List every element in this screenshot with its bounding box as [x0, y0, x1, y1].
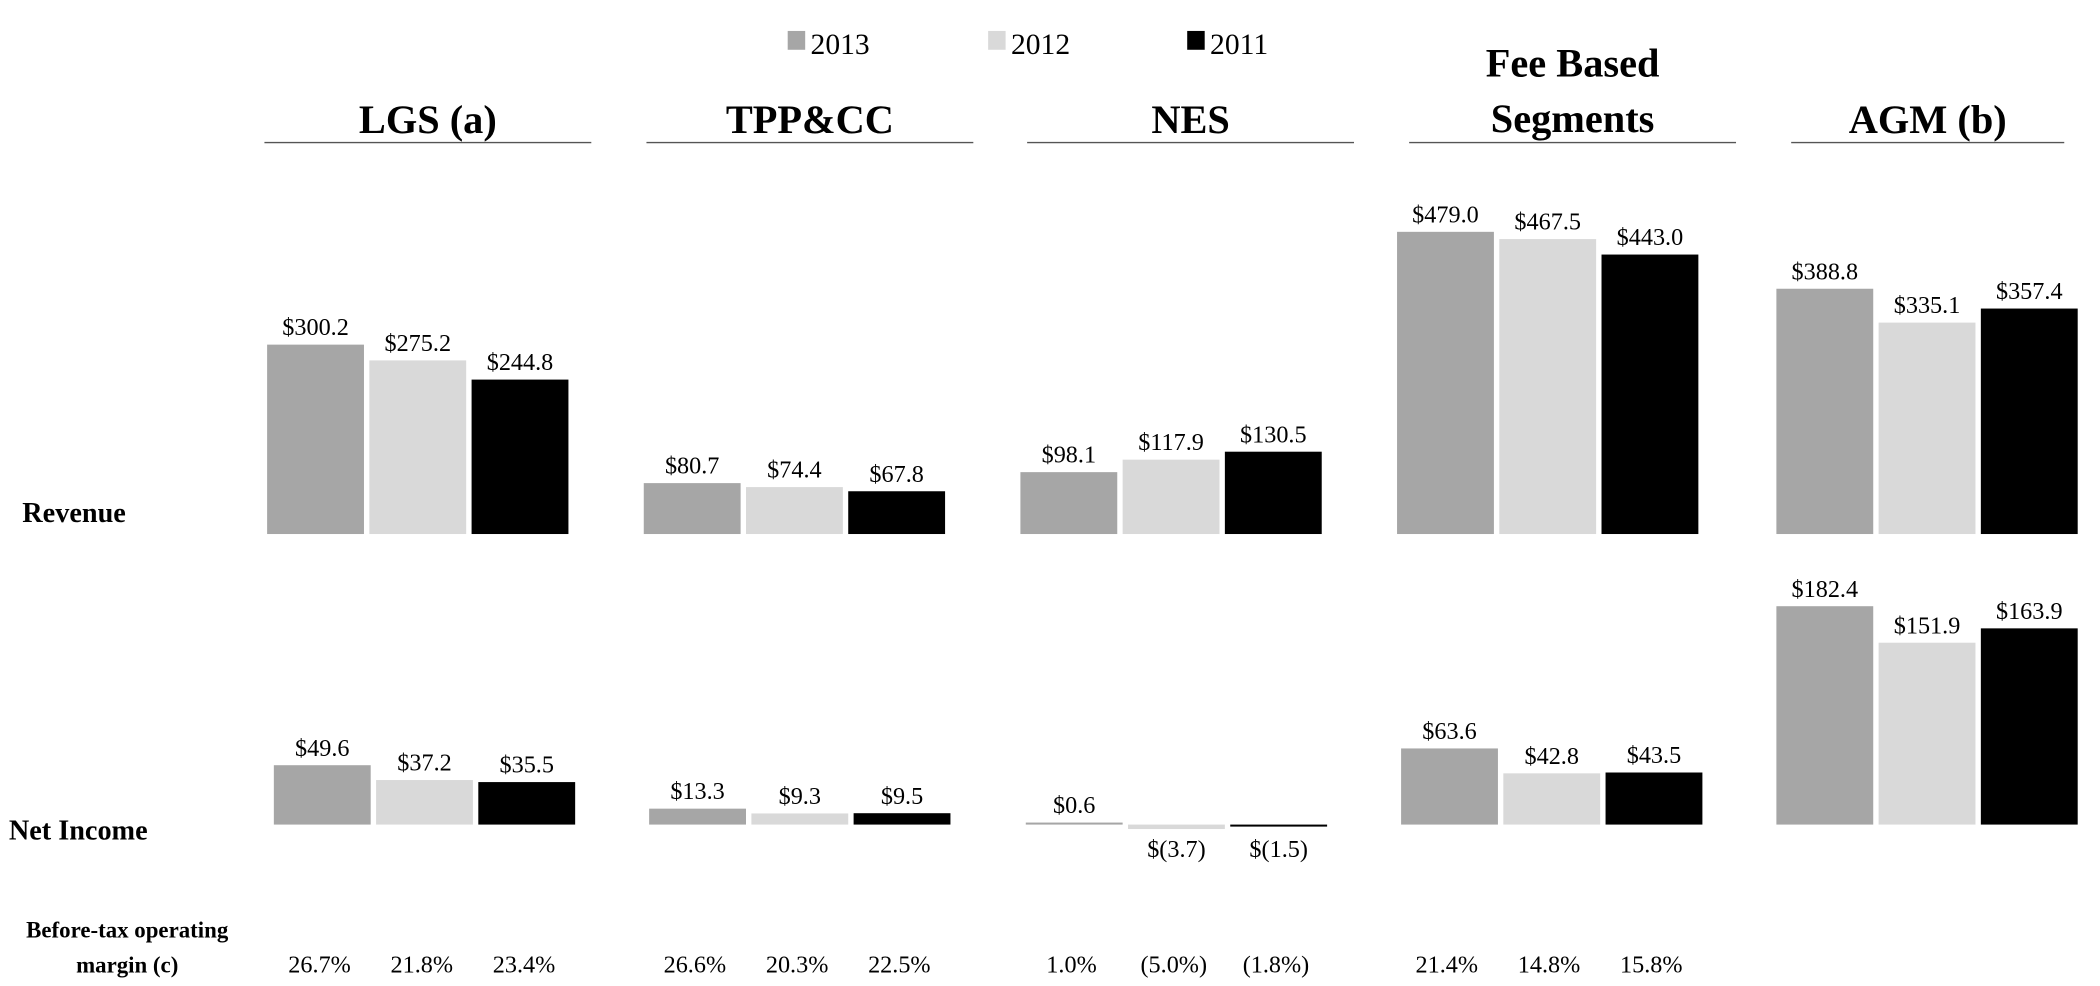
net-income-bar-tpp-cc-2012 [751, 813, 849, 825]
margin-value: 15.8% [1620, 952, 1683, 979]
revenue-bar-tpp-cc-2011 [848, 491, 946, 535]
revenue-bar-agm-b-2012 [1878, 322, 1976, 535]
net-income-bar-lgs-a-2011 [478, 782, 576, 825]
revenue-bar-lgs-a-2011 [471, 379, 569, 535]
revenue-label: $357.4 [1996, 278, 2063, 305]
revenue-label: $275.2 [384, 330, 451, 357]
revenue-bar-agm-b-2013 [1776, 288, 1874, 535]
legend-label-2011: 2011 [1210, 29, 1268, 61]
margin-value: 20.3% [766, 952, 829, 979]
net-income-label: $(1.5) [1249, 836, 1307, 863]
net-income-label: $63.6 [1422, 718, 1476, 745]
net-income-label: $13.3 [670, 778, 724, 805]
segment-title-lgs-a: LGS (a) [359, 97, 497, 142]
net-income-bar-fee-based-segments-2012 [1503, 773, 1601, 825]
revenue-label: $80.7 [665, 453, 719, 480]
margin-value: 26.6% [664, 952, 727, 979]
revenue-bar-agm-b-2011 [1980, 308, 2078, 535]
net-income-bar-nes-2013 [1025, 822, 1123, 825]
segment-title-agm-b: AGM (b) [1849, 97, 2007, 142]
net-income-label: $49.6 [295, 735, 349, 762]
net-income-bar-fee-based-segments-2013 [1401, 748, 1498, 825]
revenue-bar-lgs-a-2013 [267, 344, 364, 535]
net-income-bar-tpp-cc-2011 [853, 813, 951, 825]
row-label-net-income: Net Income [9, 815, 148, 846]
revenue-label: $300.2 [282, 314, 349, 341]
row-label-margin-line2: margin (c) [76, 953, 178, 978]
margin-value: 23.4% [493, 952, 556, 979]
net-income-label: $9.3 [779, 783, 821, 810]
row-label-margin-line1: Before-tax operating [26, 918, 229, 943]
net-income-bar-lgs-a-2012 [376, 780, 473, 825]
margin-value: 21.4% [1416, 952, 1479, 979]
net-income-label: $37.2 [397, 750, 451, 777]
revenue-label: $479.0 [1412, 201, 1479, 228]
net-income-label: $35.5 [499, 752, 553, 779]
revenue-bar-fee-based-segments-2013 [1397, 231, 1494, 535]
net-income-bar-nes-2012 [1128, 824, 1225, 830]
net-income-label: $43.5 [1627, 742, 1681, 769]
revenue-bar-nes-2013 [1020, 472, 1118, 535]
legend: 2013 2012 2011 [787, 29, 1268, 61]
revenue-label: $388.8 [1792, 258, 1859, 285]
net-income-bar-lgs-a-2013 [273, 765, 371, 825]
legend-swatch-2012 [988, 30, 1006, 50]
revenue-label: $244.8 [487, 349, 554, 376]
legend-swatch-2011 [1187, 30, 1205, 50]
net-income-label: $182.4 [1792, 576, 1859, 603]
revenue-label: $335.1 [1894, 292, 1961, 319]
margin-value: 22.5% [868, 952, 931, 979]
net-income-bar-agm-b-2011 [1980, 628, 2078, 825]
margin-value: 21.8% [391, 952, 454, 979]
legend-swatch-2013 [787, 30, 806, 50]
margin-value: 26.7% [288, 952, 351, 979]
segment-title-fee-based-segments-line1: Fee Based [1486, 41, 1660, 86]
net-income-bar-agm-b-2013 [1776, 606, 1874, 825]
segment-title-fee-based-segments-line2: Segments [1491, 96, 1655, 141]
revenue-bar-fee-based-segments-2011 [1601, 254, 1699, 535]
net-income-label: $163.9 [1996, 598, 2063, 625]
net-income-label: $9.5 [881, 783, 923, 810]
net-income-label: $0.6 [1053, 792, 1095, 819]
revenue-label: $67.8 [869, 461, 923, 488]
revenue-label: $130.5 [1240, 421, 1307, 448]
net-income-label: $151.9 [1894, 612, 1961, 639]
net-income-bar-fee-based-segments-2011 [1605, 772, 1703, 825]
revenue-bar-nes-2011 [1224, 451, 1322, 535]
revenue-label: $74.4 [767, 457, 821, 484]
net-income-bar-nes-2011 [1230, 824, 1328, 827]
revenue-bar-nes-2012 [1122, 459, 1220, 535]
margin-value: 14.8% [1518, 952, 1581, 979]
row-label-revenue: Revenue [22, 498, 126, 529]
revenue-label: $443.0 [1617, 224, 1684, 251]
net-income-label: $(3.7) [1147, 836, 1205, 863]
bars: $300.2 $49.6 26.7% $275.2 $37.2 21.8% $244.8 $3… [267, 201, 2078, 979]
margin-value: 1.0% [1046, 952, 1096, 979]
segment-title-tpp-cc: TPP&CC [726, 97, 894, 142]
revenue-bar-tpp-cc-2013 [643, 483, 741, 535]
revenue-label: $117.9 [1138, 429, 1204, 456]
legend-label-2012: 2012 [1011, 29, 1070, 61]
revenue-bar-fee-based-segments-2012 [1499, 239, 1597, 535]
margin-value: (1.8%) [1243, 952, 1310, 979]
net-income-bar-tpp-cc-2013 [649, 808, 746, 825]
margin-value: (5.0%) [1140, 952, 1207, 979]
revenue-label: $467.5 [1514, 209, 1581, 236]
revenue-label: $98.1 [1042, 442, 1096, 469]
revenue-bar-lgs-a-2012 [369, 360, 467, 535]
net-income-bar-agm-b-2012 [1878, 642, 1976, 825]
segment-titles: LGS (a) TPP&CC NES Fee Based Segments AGM (b) [264, 41, 2065, 144]
legend-label-2013: 2013 [811, 29, 870, 61]
net-income-label: $42.8 [1525, 743, 1579, 770]
segment-title-nes: NES [1151, 97, 1229, 142]
revenue-bar-tpp-cc-2012 [745, 487, 843, 535]
